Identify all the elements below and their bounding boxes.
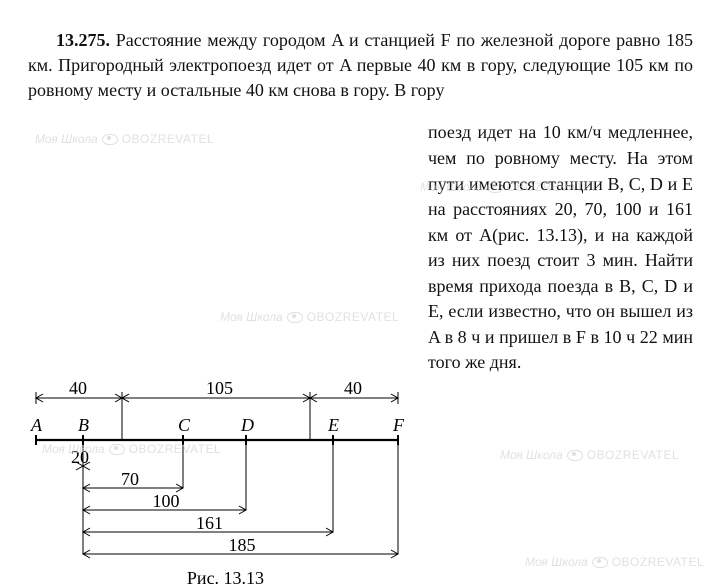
svg-text:E: E xyxy=(327,415,339,435)
svg-text:F: F xyxy=(392,415,405,435)
figure-block: A B C D E F 40 105 40 20 70 100 161 185 Рис. 13.13 xyxy=(28,376,423,584)
problem-paragraph-top: 13.275. Расстояние между городом A и ста… xyxy=(28,28,693,102)
figure-caption: Рис. 13.13 xyxy=(28,568,423,584)
svg-text:40: 40 xyxy=(69,382,87,398)
problem-text-right: поезд идет на 10 км/ч медленнее, чем по … xyxy=(428,120,693,375)
svg-text:100: 100 xyxy=(153,491,180,511)
figure-svg: A B C D E F 40 105 40 20 70 100 161 185 xyxy=(28,382,418,562)
svg-text:C: C xyxy=(178,415,191,435)
svg-text:70: 70 xyxy=(121,469,139,489)
svg-text:40: 40 xyxy=(344,382,362,398)
svg-text:161: 161 xyxy=(196,513,223,533)
svg-text:20: 20 xyxy=(71,447,89,467)
svg-text:185: 185 xyxy=(229,535,256,555)
problem-text-top: Расстояние между городом A и станцией F … xyxy=(28,30,693,100)
svg-text:105: 105 xyxy=(206,382,233,398)
problem-number: 13.275. xyxy=(56,30,110,50)
svg-text:B: B xyxy=(78,415,89,435)
svg-text:D: D xyxy=(240,415,254,435)
svg-text:A: A xyxy=(30,415,43,435)
